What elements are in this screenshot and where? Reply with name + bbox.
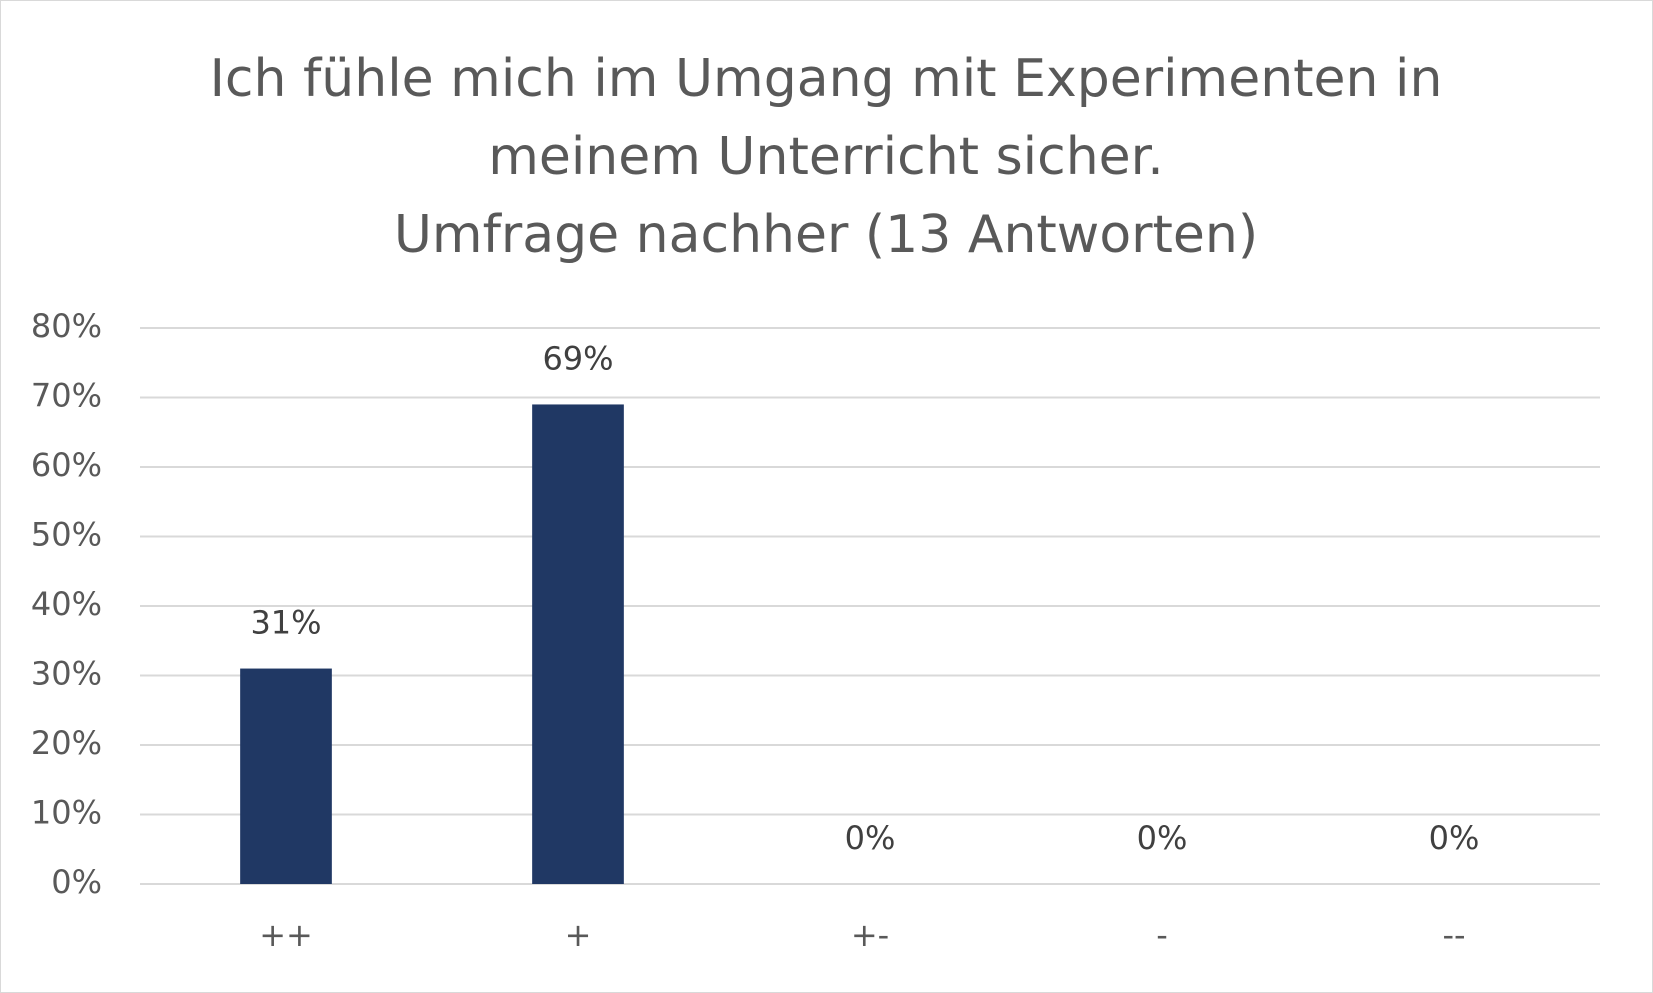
data-label: 0% bbox=[845, 819, 896, 857]
chart-title: Ich fühle mich im Umgang mit Experimente… bbox=[209, 49, 1443, 187]
y-tick-label: 20% bbox=[31, 724, 102, 762]
y-tick-label: 10% bbox=[31, 794, 102, 832]
bar bbox=[240, 668, 332, 884]
y-tick-label: 80% bbox=[31, 307, 102, 345]
title-block: Ich fühle mich im Umgang mit Experimente… bbox=[176, 40, 1476, 274]
y-tick-label: 40% bbox=[31, 585, 102, 623]
data-label: 31% bbox=[250, 604, 321, 642]
x-tick-label: - bbox=[1156, 916, 1168, 954]
y-tick-label: 50% bbox=[31, 516, 102, 554]
bar bbox=[532, 404, 624, 884]
chart-subtitle: Umfrage nachher (13 Antworten) bbox=[393, 205, 1259, 265]
x-tick-label: + bbox=[565, 916, 592, 954]
data-label: 69% bbox=[542, 339, 613, 377]
y-tick-label: 0% bbox=[51, 863, 102, 901]
x-tick-label: +- bbox=[851, 916, 889, 954]
data-label: 0% bbox=[1429, 819, 1480, 857]
x-tick-label: -- bbox=[1442, 916, 1465, 954]
y-tick-label: 70% bbox=[31, 377, 102, 415]
y-tick-label: 30% bbox=[31, 655, 102, 693]
x-tick-label: ++ bbox=[259, 916, 313, 954]
data-label: 0% bbox=[1137, 819, 1188, 857]
y-tick-label: 60% bbox=[31, 446, 102, 484]
